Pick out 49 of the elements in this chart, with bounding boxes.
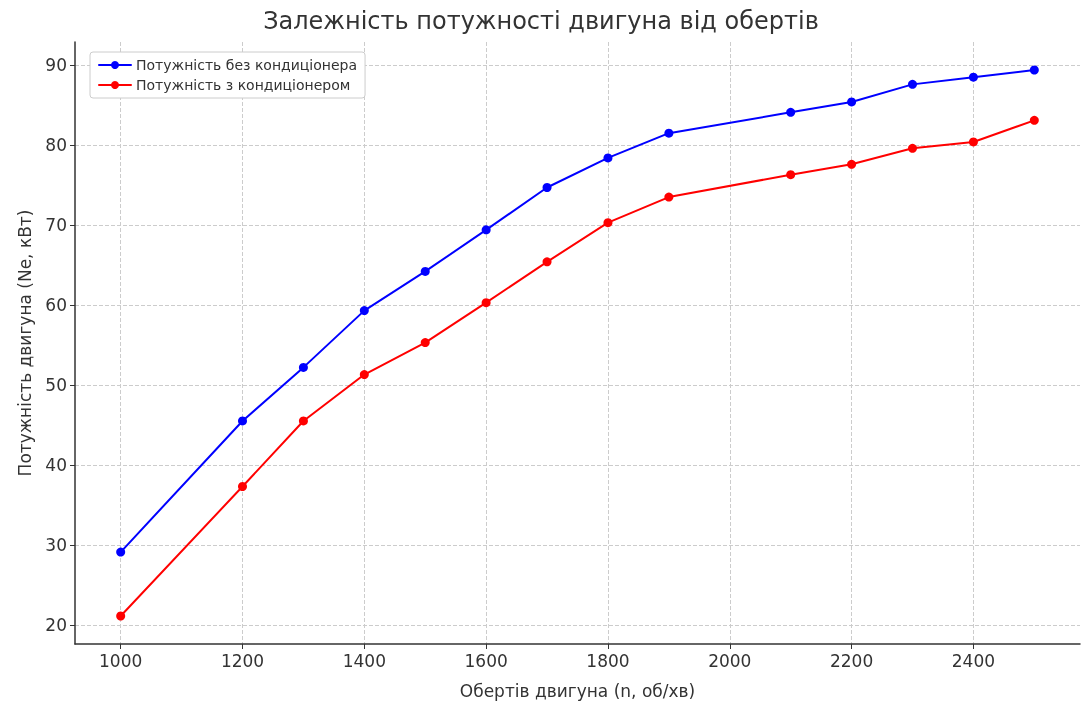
- point: [420, 338, 430, 348]
- legend-label: Потужність з кондиціонером: [136, 77, 351, 93]
- x-tick-label: 1400: [342, 650, 386, 671]
- point: [786, 107, 796, 117]
- y-tick-label: 90: [45, 55, 67, 76]
- point: [298, 416, 308, 426]
- point: [238, 416, 247, 426]
- x-tick-label: 2200: [829, 650, 874, 671]
- x-tick-label: 1600: [464, 650, 508, 671]
- y-tick-label: 70: [45, 215, 67, 236]
- y-axis-title: Потужність двигуна (Ne, кВт): [14, 209, 35, 477]
- point: [968, 137, 978, 147]
- point: [359, 370, 369, 380]
- point: [481, 298, 491, 308]
- y-tick-label: 20: [45, 614, 67, 635]
- y-tick-label: 30: [45, 534, 67, 555]
- point: [420, 266, 430, 276]
- point: [664, 128, 674, 138]
- y-tick-label: 50: [45, 374, 67, 395]
- point: [908, 143, 917, 153]
- point: [542, 183, 552, 192]
- x-axis-title: Обертів двигуна (n, об/хв): [459, 680, 696, 701]
- point: [1029, 115, 1039, 125]
- y-tick-label: 40: [45, 454, 67, 475]
- point: [968, 72, 978, 82]
- point: [847, 97, 857, 107]
- point: [603, 153, 613, 163]
- x-tick-label: 1000: [99, 650, 143, 671]
- point: [298, 362, 308, 372]
- point: [359, 306, 369, 316]
- y-tick-label: 80: [45, 135, 67, 156]
- point: [116, 547, 126, 557]
- x-tick-label: 2000: [708, 650, 752, 671]
- point: [664, 192, 674, 202]
- point: [908, 79, 917, 89]
- y-tick-label: 60: [45, 295, 67, 316]
- x-tick-label: 2400: [951, 650, 996, 671]
- point: [238, 482, 247, 491]
- point: [116, 611, 126, 621]
- x-tick-label: 1800: [586, 650, 630, 671]
- point: [1029, 65, 1039, 75]
- chart-title: Залежність потужності двигуна від обертів: [263, 7, 819, 35]
- legend-label: Потужність без кондиціонера: [136, 57, 358, 73]
- point: [481, 225, 491, 235]
- point: [786, 170, 796, 180]
- point: [603, 218, 613, 228]
- point: [542, 257, 552, 267]
- x-tick-label: 1200: [220, 650, 265, 671]
- point: [847, 159, 857, 169]
